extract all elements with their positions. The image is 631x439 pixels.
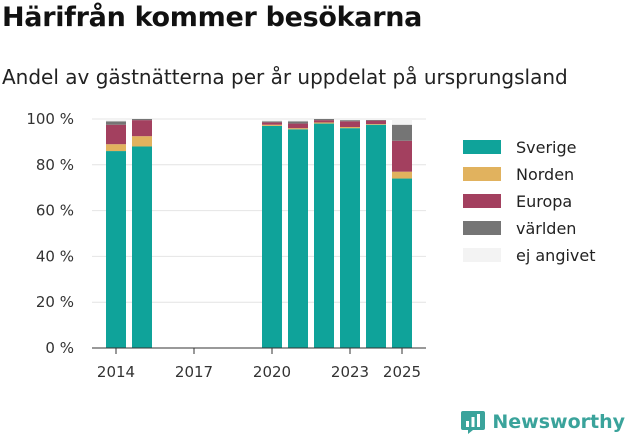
- newsworthy-brand: Newsworthy: [460, 409, 625, 435]
- bar-chart-logo-icon: [461, 411, 486, 434]
- bar-segment-2023-världen: [340, 120, 360, 122]
- bar-segment-2014-ej-angivet: [106, 119, 126, 122]
- bar-segment-2021-Europa: [288, 123, 308, 129]
- chart-subtitle: Andel av gästnätterna per år uppdelat på…: [2, 65, 568, 89]
- bar-segment-2014-Europa: [106, 124, 126, 145]
- bar-segment-2015-Norden: [132, 136, 152, 147]
- legend-swatch-ej-angivet: [463, 248, 501, 262]
- bar-segment-2025-Europa: [392, 140, 412, 172]
- bar-segment-2020-Sverige: [262, 125, 282, 349]
- bar-segment-2022-världen: [314, 119, 334, 121]
- legend-label: Norden: [516, 165, 574, 184]
- y-tick-label: 80 %: [36, 156, 74, 174]
- bar-segment-2025-världen: [392, 124, 412, 141]
- legend-label: Sverige: [516, 138, 577, 157]
- chart-title: Härifrån kommer besökarna: [2, 2, 423, 33]
- bar-segment-2024-Europa: [366, 120, 386, 125]
- x-tick-label: 2020: [253, 363, 291, 381]
- bar-segment-2021-ej-angivet: [288, 119, 308, 122]
- y-tick-label: 40 %: [36, 247, 74, 265]
- bar-segment-2025-Sverige: [392, 178, 412, 348]
- axes: 0 % 20 % 40 % 60 % 80 % 100 % 2014 2017 2020 2023…: [26, 110, 426, 381]
- bar-segment-2024-ej-angivet: [366, 119, 386, 120]
- bar-segment-2020-ej-angivet: [262, 119, 282, 122]
- y-tick-label: 20 %: [36, 293, 74, 311]
- bar-segment-2021-Sverige: [288, 129, 308, 348]
- bar-segment-2024-världen: [366, 119, 386, 121]
- bar-segment-2023-Norden: [340, 127, 360, 129]
- bar-segment-2015-världen: [132, 119, 152, 121]
- bar-segment-2021-Norden: [288, 128, 308, 130]
- bar-segment-2014-Norden: [106, 144, 126, 152]
- bar-segment-2021-världen: [288, 121, 308, 124]
- bar-segment-2023-Europa: [340, 121, 360, 128]
- y-tick-label: 60 %: [36, 202, 74, 220]
- bars: [106, 119, 412, 349]
- bar-segment-2014-världen: [106, 121, 126, 125]
- brand-name: Newsworthy: [492, 411, 625, 433]
- legend-swatch-Europa: [463, 194, 501, 208]
- legend-swatch-Sverige: [463, 140, 501, 154]
- bar-segment-2020-världen: [262, 121, 282, 123]
- bar-segment-2022-Sverige: [314, 123, 334, 348]
- y-tick-label: 100 %: [26, 110, 74, 128]
- bar-segment-2020-Norden: [262, 124, 282, 126]
- x-tick-label: 2017: [175, 363, 213, 381]
- bar-segment-2015-Sverige: [132, 146, 152, 348]
- legend-label: ej angivet: [516, 246, 596, 265]
- legend-label: Europa: [516, 192, 572, 211]
- x-tick-label: 2023: [331, 363, 369, 381]
- y-tick-label: 0 %: [45, 339, 74, 357]
- bar-segment-2020-Europa: [262, 122, 282, 125]
- bar-segment-2024-Sverige: [366, 124, 386, 348]
- bar-segment-2025-Norden: [392, 171, 412, 179]
- legend-swatch-Norden: [463, 167, 501, 181]
- bar-segment-2024-Norden: [366, 124, 386, 125]
- legend-swatch-världen: [463, 221, 501, 235]
- x-tick-label: 2014: [97, 363, 135, 381]
- legend: Sverige Norden Europa världen ej angivet: [463, 138, 596, 265]
- bar-segment-2022-Norden: [314, 122, 334, 124]
- bar-segment-2015-Europa: [132, 120, 152, 137]
- bar-segment-2014-Sverige: [106, 151, 126, 348]
- bar-segment-2022-Europa: [314, 120, 334, 123]
- bar-segment-2025-ej-angivet: [392, 119, 412, 125]
- legend-label: världen: [516, 219, 576, 238]
- bar-segment-2023-Sverige: [340, 128, 360, 348]
- bar-segment-2023-ej-angivet: [340, 119, 360, 121]
- x-tick-label: 2025: [383, 363, 421, 381]
